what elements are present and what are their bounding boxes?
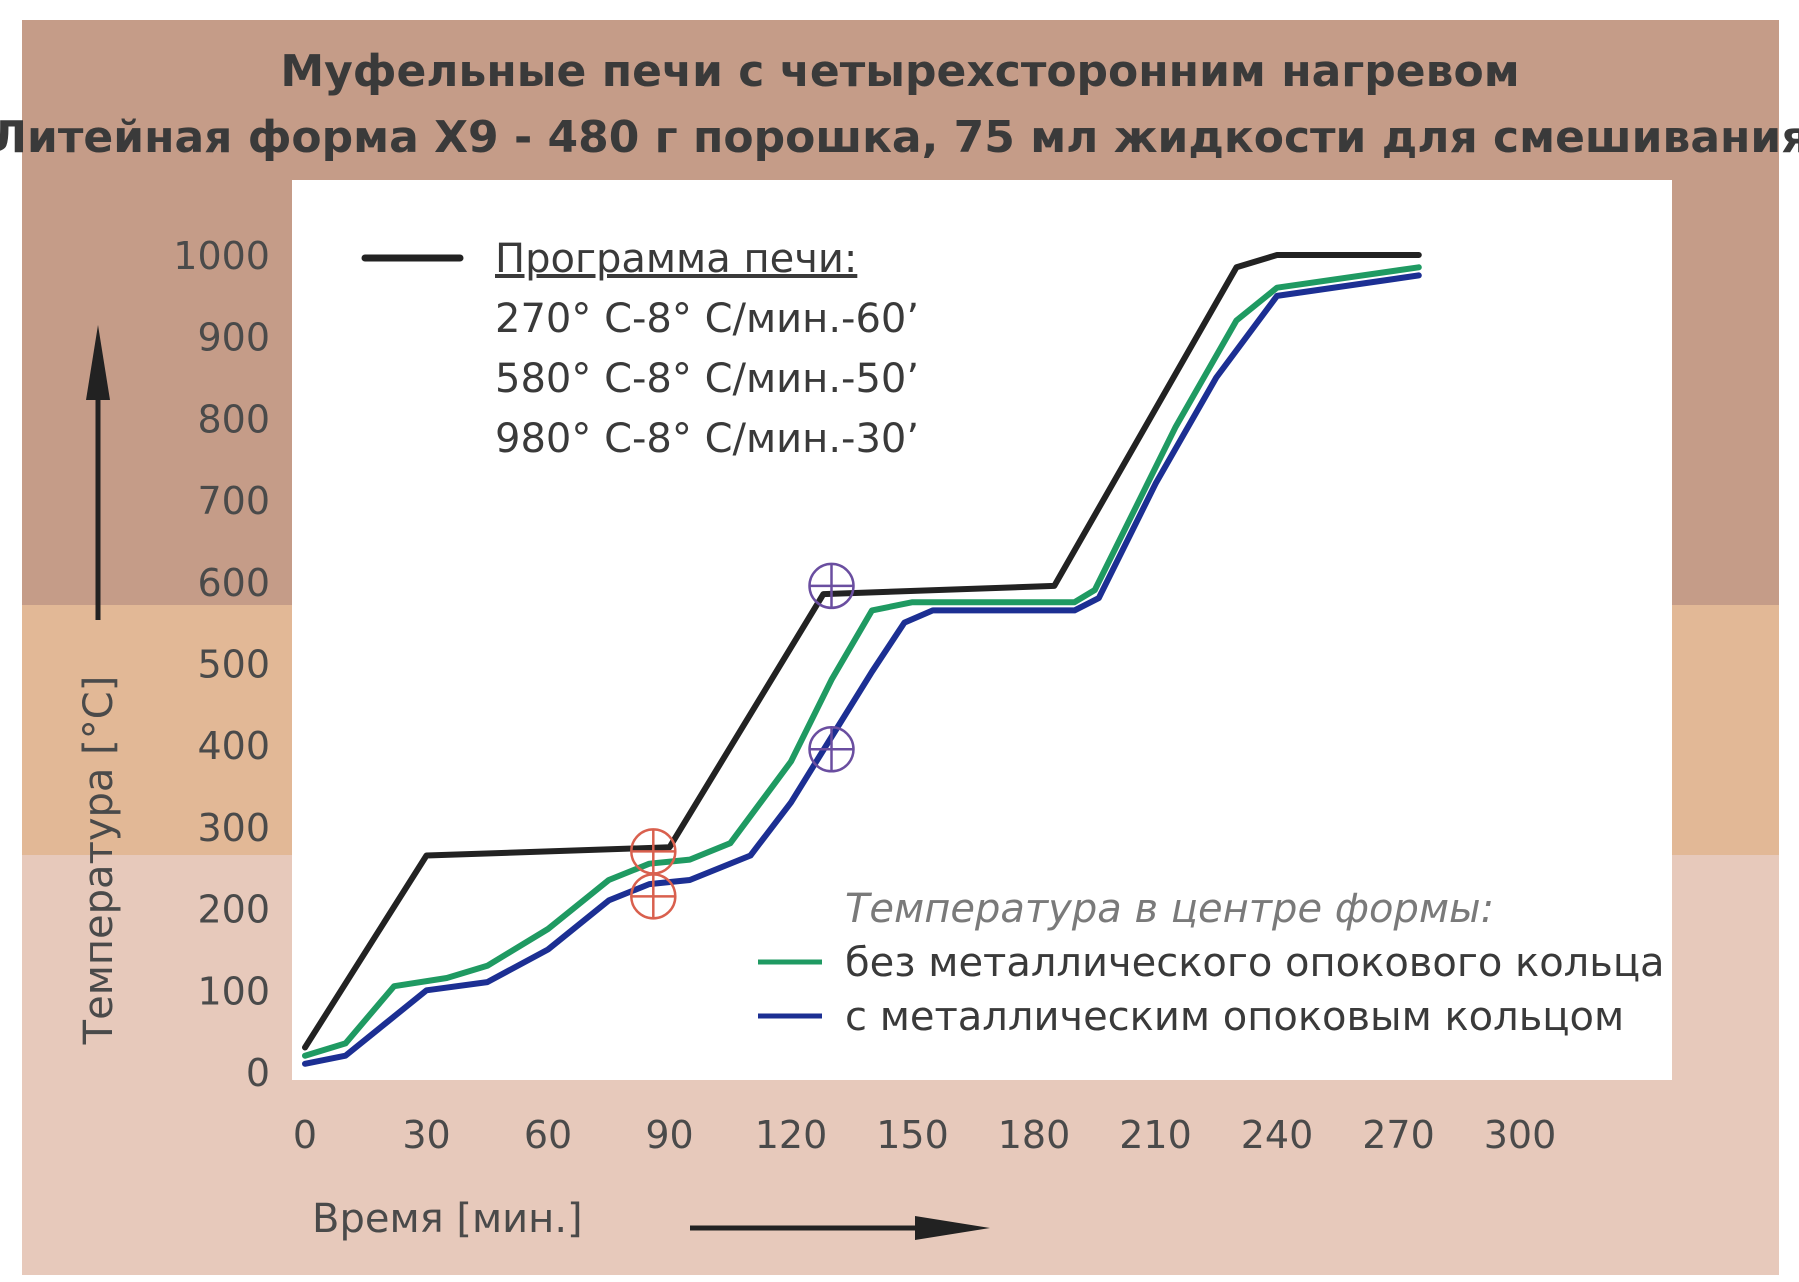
crosshair-marker (808, 726, 855, 773)
x-tick-label: 300 (1484, 1113, 1557, 1157)
crosshair-marker (808, 562, 855, 610)
y-tick-label: 400 (197, 724, 270, 768)
y-tick-label: 100 (197, 969, 270, 1013)
y-tick-label: 700 (197, 479, 270, 523)
y-tick-label: 200 (197, 888, 270, 932)
plot-area (292, 180, 1672, 1080)
x-tick-label: 180 (998, 1113, 1071, 1157)
legend-program-line-2: 580° C-8° C/мин.-50’ (495, 356, 919, 402)
legend-entry-with-ring: с металлическим опоковым кольцом (845, 994, 1624, 1040)
x-tick-label: 0 (293, 1113, 317, 1157)
crosshair-marker (630, 873, 677, 920)
series-layer (302, 252, 1422, 1067)
y-tick-label: 600 (197, 561, 270, 605)
x-tick-label: 30 (402, 1113, 450, 1157)
y-axis-label: Температура [°C] (76, 676, 122, 1046)
y-tick-labels: 0 100 200 300 400 500 600 700 800 900 1000 (173, 234, 270, 1095)
y-tick-label: 0 (246, 1051, 270, 1095)
chart-title: Муфельные печи с четырехсторонним нагрев… (280, 46, 1519, 97)
series-line-with-ring (302, 272, 1422, 1067)
x-tick-label: 210 (1119, 1113, 1192, 1157)
x-axis-arrow (690, 1216, 990, 1240)
crosshair-marker (630, 828, 677, 875)
y-tick-label: 1000 (173, 234, 270, 278)
y-tick-label: 300 (197, 806, 270, 850)
x-axis-label: Время [мин.] (312, 1196, 583, 1242)
x-tick-label: 150 (876, 1113, 949, 1157)
legend-program-heading: Программа печи: (495, 236, 857, 282)
x-tick-label: 90 (645, 1113, 693, 1157)
legend-entry-without-ring: без металлического опокового кольца (845, 940, 1665, 986)
legend-program-line-1: 270° C-8° C/мин.-60’ (495, 296, 919, 342)
marker-layer (630, 562, 855, 920)
legend-center-heading: Температура в центре формы: (845, 886, 1494, 932)
y-axis-arrow (86, 325, 110, 620)
y-tick-label: 800 (197, 397, 270, 441)
legend-center: Температура в центре формы: без металлич… (758, 886, 1665, 1040)
series-line-program (302, 252, 1422, 1051)
series-line-without-ring (302, 264, 1422, 1059)
legend-program: Программа печи: 270° C-8° C/мин.-60’ 580… (361, 236, 919, 462)
x-tick-label: 60 (524, 1113, 572, 1157)
x-tick-label: 240 (1241, 1113, 1314, 1157)
x-tick-label: 120 (755, 1113, 828, 1157)
chart-subtitle: Литейная форма X9 - 480 г порошка, 75 мл… (0, 112, 1799, 163)
legend-program-line-3: 980° C-8° C/мин.-30’ (495, 416, 919, 462)
y-tick-label: 500 (197, 643, 270, 687)
y-tick-label: 900 (197, 316, 270, 360)
x-tick-labels: 0 30 60 90 120 150 180 210 240 270 300 (293, 1113, 1556, 1157)
x-tick-label: 270 (1362, 1113, 1435, 1157)
